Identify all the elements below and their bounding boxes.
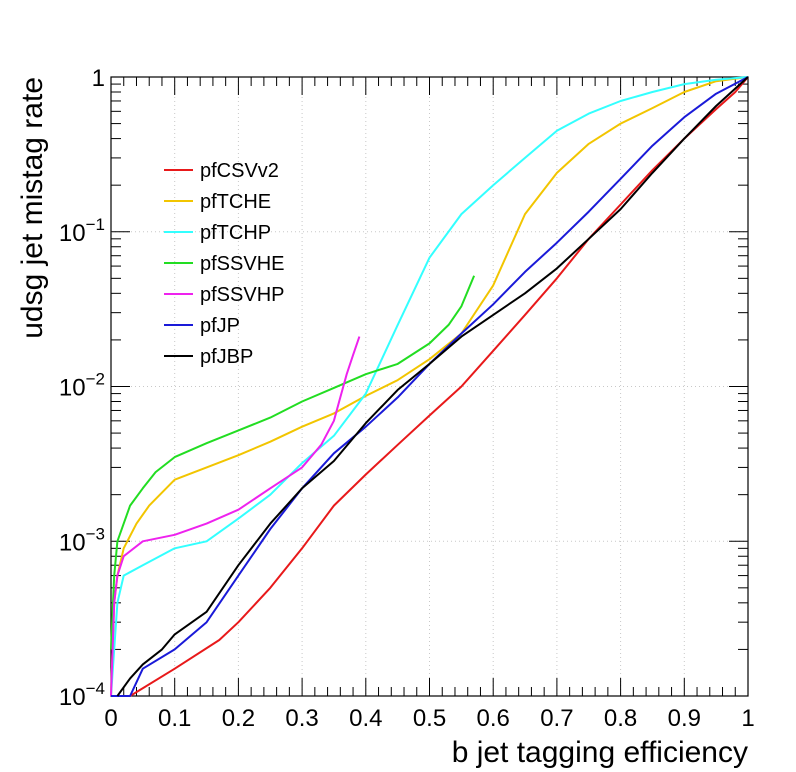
y-tick-label: 10−3 [59, 524, 105, 556]
y-axis-title: udsg jet mistag rate [16, 77, 49, 339]
y-tick-label: 10−2 [59, 370, 105, 402]
series-line-pfssvhp [110, 336, 361, 697]
y-tick-label: 1 [92, 65, 105, 92]
tick-labels: 0 0.1 0.2 0.3 0.4 0.5 0.6 0.7 0.8 0.9 1 10−4 10−3 10−… [59, 65, 755, 732]
series-line-pfjp [111, 76, 749, 697]
y-tick-label: 10−1 [59, 215, 105, 247]
series-line-pftchp [110, 76, 749, 697]
x-tick-label: 0.1 [158, 705, 191, 732]
series-line-pfjbp [116, 76, 749, 697]
series-lines [110, 76, 749, 697]
x-tick-label: 0.7 [540, 705, 573, 732]
legend-label: pfJP [200, 315, 240, 337]
x-tick-label: 0.4 [349, 705, 382, 732]
legend-label: pfTCHP [200, 222, 271, 244]
legend-label: pfSSVHP [200, 284, 284, 306]
legend-label: pfSSVHE [200, 253, 284, 275]
x-tick-label: 0.3 [285, 705, 318, 732]
legend: pfCSVv2 pfTCHE pfTCHP pfSSVHE pfSSVHP pfJP pfJ… [164, 160, 284, 368]
x-tick-label: 0 [104, 705, 117, 732]
axis-ticks [110, 76, 749, 697]
x-axis-title: b jet tagging efficiency [452, 736, 748, 769]
x-tick-label: 0.6 [477, 705, 510, 732]
x-tick-label: 0.5 [413, 705, 446, 732]
legend-label: pfJBP [200, 346, 253, 368]
legend-label: pfTCHE [200, 191, 271, 213]
x-tick-label: 0.2 [222, 705, 255, 732]
x-tick-label: 0.9 [668, 705, 701, 732]
y-tick-label: 10−4 [59, 679, 105, 711]
x-tick-label: 0.8 [604, 705, 637, 732]
legend-label: pfCSVv2 [200, 160, 279, 182]
series-line-pftche [110, 76, 749, 697]
series-line-pfssvhe [110, 275, 476, 650]
x-tick-label: 1 [741, 705, 754, 732]
